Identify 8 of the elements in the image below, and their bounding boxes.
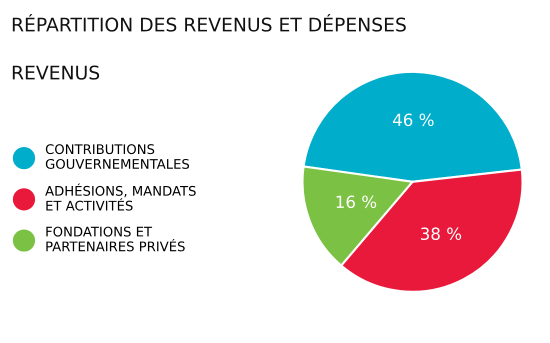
legend-label: ADHÉSIONS, MANDATS ET ACTIVITÉS (45, 183, 196, 211)
legend-label: CONTRIBUTIONS GOUVERNEMENTALES (46, 144, 190, 169)
data-label: 46 % (392, 114, 434, 126)
chart-title: RÉPARTITION DES REVENUS ET DÉPENSES (12, 14, 406, 32)
legend-label: FONDATIONS ET PARTENAIRES PRIVÉS (46, 226, 185, 252)
data-label: 38 % (421, 227, 462, 240)
data-label: 16 % (336, 196, 376, 208)
chart-subtitle: REVENUS (12, 66, 100, 80)
